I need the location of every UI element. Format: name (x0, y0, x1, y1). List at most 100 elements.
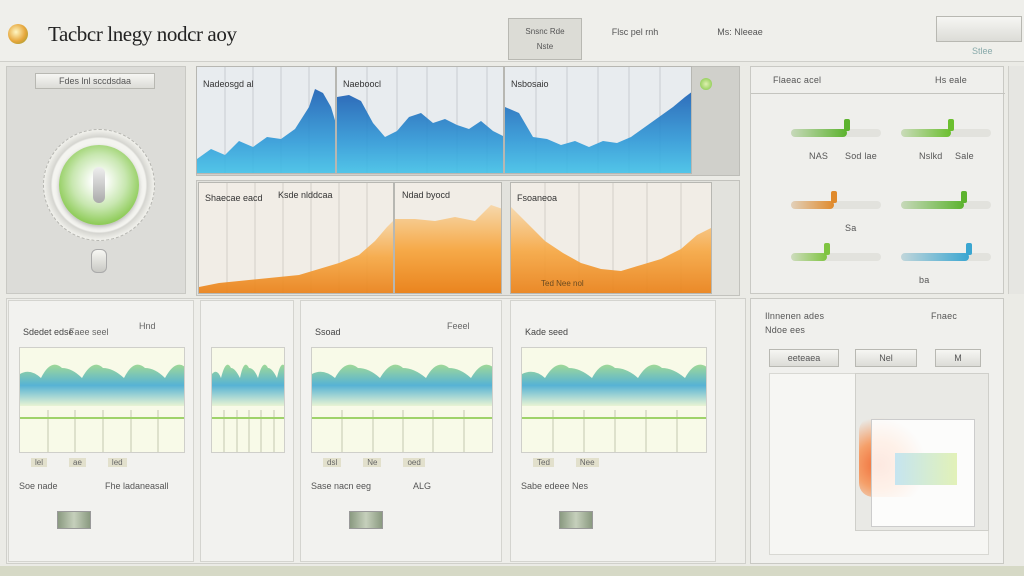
bottom-tile-title: Sdedet edse (23, 327, 74, 337)
gauge-panel: Fdes lnl sccdsdaa (6, 66, 186, 294)
app-logo-icon (8, 24, 28, 44)
bottom-tile-footer-left: Soe nade (19, 481, 58, 491)
bottom-tile-title: Kade seed (525, 327, 569, 337)
bottom-tile-thumb[interactable] (57, 511, 91, 529)
blue-chart-3[interactable]: Nsbosaio (504, 66, 692, 174)
tab-files-label: Flsc pel rnh (611, 27, 659, 37)
orange-chart-4-svg (511, 183, 711, 293)
slider-handle-4[interactable] (824, 243, 830, 255)
toolbar-button[interactable]: lel (31, 457, 48, 467)
bottom-tile-extra (200, 300, 294, 562)
blue-chart-1[interactable]: Nadeosgd al (196, 66, 336, 174)
bottom-tile-thumb[interactable] (559, 511, 593, 529)
preview-button-1-label: eeteaea (787, 353, 821, 363)
slider-handle-3[interactable] (961, 191, 967, 203)
toolbar-button[interactable]: Nee (575, 457, 599, 467)
bottom-tile-chart-extra[interactable] (211, 347, 285, 453)
slider-track-2[interactable] (791, 191, 881, 209)
bottom-tile-chart-1-svg (20, 364, 184, 452)
slider-handle-0[interactable] (844, 119, 850, 131)
bottom-tile-chart-3-svg (522, 364, 706, 452)
orange-chart-2-label: Ksde nlddcaa (278, 190, 333, 200)
blue-chart-2[interactable]: Naeboocl (336, 66, 504, 174)
tab-ms[interactable]: Ms: Nleeae (695, 18, 785, 46)
orange-chart-2-svg (395, 205, 501, 293)
bottom-tile-chart-1-area (20, 364, 184, 406)
preview-panel-title-right: Fnaec (931, 311, 958, 321)
gauge-needle-icon (93, 167, 105, 203)
bottom-tile-title-right: Feeel (447, 321, 470, 331)
bottom-tile-2: Ssoad Feeel dsl Ne oed Sase nacn eeg ALG (300, 300, 502, 562)
toolbar-button[interactable]: Ted (533, 457, 554, 467)
preview-button-1[interactable]: eeteaea (769, 349, 839, 367)
toolbar-button[interactable]: dsl (323, 457, 342, 467)
status-bar (0, 566, 1024, 576)
preview-button-2[interactable]: Nel (855, 349, 917, 367)
blue-chart-2-svg (337, 67, 503, 173)
settings-panel: Flaeac acel Hs eale NAS Sod lae Nslkd Sale S… (750, 66, 1005, 294)
bottom-tile-sub: Faee seel (69, 327, 109, 337)
toolbar-button[interactable]: ae (69, 457, 86, 467)
preview-button-3[interactable]: M (935, 349, 981, 367)
slider-track-3[interactable] (901, 191, 991, 209)
blue-chart-1-svg (197, 67, 335, 173)
bottom-tile-footer-left: Sabe edeee Nes (521, 481, 589, 491)
orange-chart-4[interactable]: Fsoaneoa Ted Nee nol (510, 182, 712, 294)
slider-track-5[interactable] (901, 243, 991, 261)
toolbar-button[interactable]: oed (403, 457, 425, 467)
bottom-tile-chart-3-area (522, 364, 706, 406)
preview-button-2-label: Nel (879, 353, 893, 363)
header-right-sub: Stlee (972, 46, 993, 56)
slider-fill-3 (901, 201, 964, 209)
tab-sensor-label: Snsnc Rde (525, 27, 565, 36)
bottom-tile-chart-3[interactable] (521, 347, 707, 453)
bottom-tile-chart-2[interactable] (311, 347, 493, 453)
slider-handle-5[interactable] (966, 243, 972, 255)
app-title: Tacbcr lnegy nodcr aoy (48, 22, 237, 46)
slider-fill-5 (901, 253, 969, 261)
orange-chart-4-footer: Ted Nee nol (541, 279, 584, 288)
gauge-bottom-knob-icon[interactable] (91, 249, 107, 273)
gauge-panel-title-text: Fdes lnl sccdsdaa (58, 76, 132, 86)
slider-track-4[interactable] (791, 243, 881, 261)
bottom-tile-footer-left: Sase nacn eeg (311, 481, 372, 491)
tab-sensor-sub: Nste (536, 42, 554, 51)
slider-fill-1 (901, 129, 951, 137)
toolbar-button[interactable]: Ne (363, 457, 382, 467)
header-right-button[interactable] (936, 16, 1022, 42)
settings-panel-divider (751, 93, 1005, 94)
gauge-panel-title: Fdes lnl sccdsdaa (35, 73, 155, 89)
tab-sensor[interactable]: Snsnc Rde Nste (508, 18, 582, 60)
slider-handle-2[interactable] (831, 191, 837, 203)
tab-ms-label: Ms: Nleeae (717, 27, 763, 37)
orange-chart-1-svg (199, 183, 393, 293)
bottom-tile-chart-1[interactable] (19, 347, 185, 453)
slider-track-0[interactable] (791, 119, 881, 137)
tab-files[interactable]: Flsc pel rnh (590, 18, 680, 46)
slider-fill-0 (791, 129, 847, 137)
slider-fill-2 (791, 201, 835, 209)
slider-value-0: Sod lae (845, 151, 877, 161)
app-header: Tacbcr lnegy nodcr aoy Snsnc Rde Nste Fl… (0, 0, 1024, 62)
slider-track-1[interactable] (901, 119, 991, 137)
slider-label-1: Nslkd (919, 151, 943, 161)
orange-chart-2[interactable]: Ksde nlddcaa (394, 182, 502, 294)
blue-chart-3-title: Nsbosaio (511, 79, 549, 89)
slider-label-0: NAS (809, 151, 829, 161)
bottom-tile-footer-right: Fhe ladaneasall (105, 481, 169, 491)
bottom-tile-footer-right: ALG (413, 481, 432, 491)
bottom-tile-toolbar: Ted Nee (521, 455, 707, 469)
bottom-tile-1: Sdedet edse Faee seel Hnd lel ae led Soe nade F… (8, 300, 194, 562)
orange-chart-4-title: Fsoaneoa (517, 193, 558, 203)
slider-value-2: Sa (845, 223, 857, 233)
slider-value-1: Sale (955, 151, 974, 161)
orange-chart-1[interactable]: Shaecae eacd (198, 182, 394, 294)
slider-handle-1[interactable] (948, 119, 954, 131)
preview-button-3-label: M (954, 353, 962, 363)
bottom-tile-3: Kade seed Ted Nee Sabe edeee Nes (510, 300, 716, 562)
toolbar-button[interactable]: led (107, 457, 127, 467)
blue-chart-2-title: Naeboocl (343, 79, 382, 89)
bottom-tile-chart-2-svg (312, 364, 492, 452)
green-indicator-icon (700, 78, 712, 90)
bottom-tile-thumb[interactable] (349, 511, 383, 529)
